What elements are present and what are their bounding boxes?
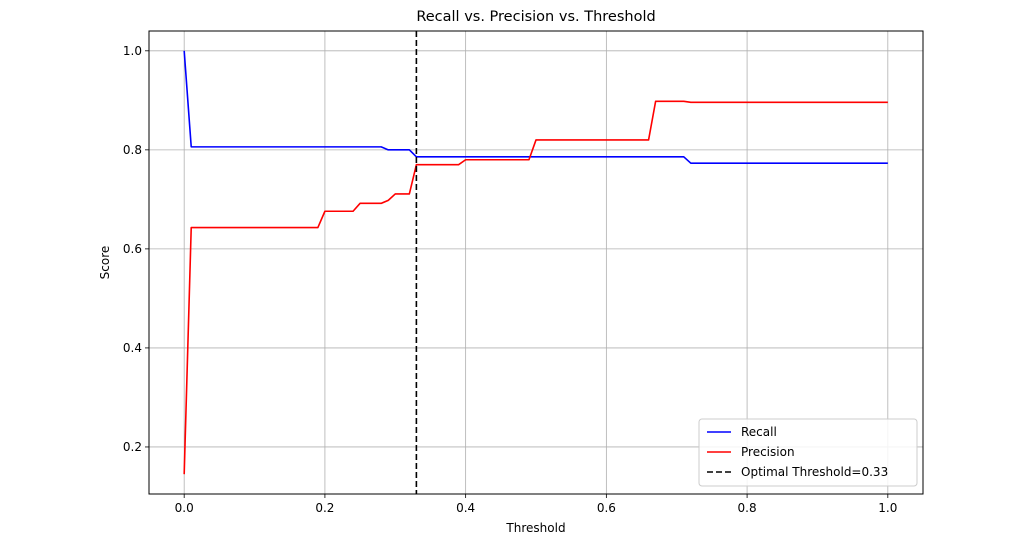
legend-label: Optimal Threshold=0.33 (741, 465, 888, 479)
ticks-layer: 0.0 0.2 0.4 0.6 0.8 1.0 0.2 0.4 0.6 0.8 1.0 (123, 44, 897, 515)
y-tick-label: 0.6 (123, 242, 142, 256)
x-tick-label: 1.0 (878, 501, 897, 515)
y-tick-label: 1.0 (123, 44, 142, 58)
x-tick-label: 0.4 (456, 501, 475, 515)
y-tick-label: 0.2 (123, 440, 142, 454)
legend-box (698, 418, 918, 487)
x-tick-label: 0.2 (315, 501, 334, 515)
y-tick-label: 0.8 (123, 143, 142, 157)
legend: Recall Precision Optimal Threshold=0.33 (698, 418, 918, 487)
series-line-precision (183, 100, 888, 475)
y-tick-label: 0.4 (123, 341, 142, 355)
legend-label: Recall (741, 425, 777, 439)
y-axis-label: Score (98, 246, 112, 280)
x-tick-label: 0.8 (738, 501, 757, 515)
series-line-recall (183, 50, 888, 165)
legend-label: Precision (741, 445, 795, 459)
grid-layer (149, 31, 923, 494)
plot-frame (148, 30, 924, 495)
series-layer (183, 50, 888, 475)
x-tick-label: 0.6 (597, 501, 616, 515)
x-tick-label: 0.0 (175, 501, 194, 515)
chart-title: Recall vs. Precision vs. Threshold (416, 9, 655, 25)
x-axis-label: Threshold (505, 521, 565, 535)
